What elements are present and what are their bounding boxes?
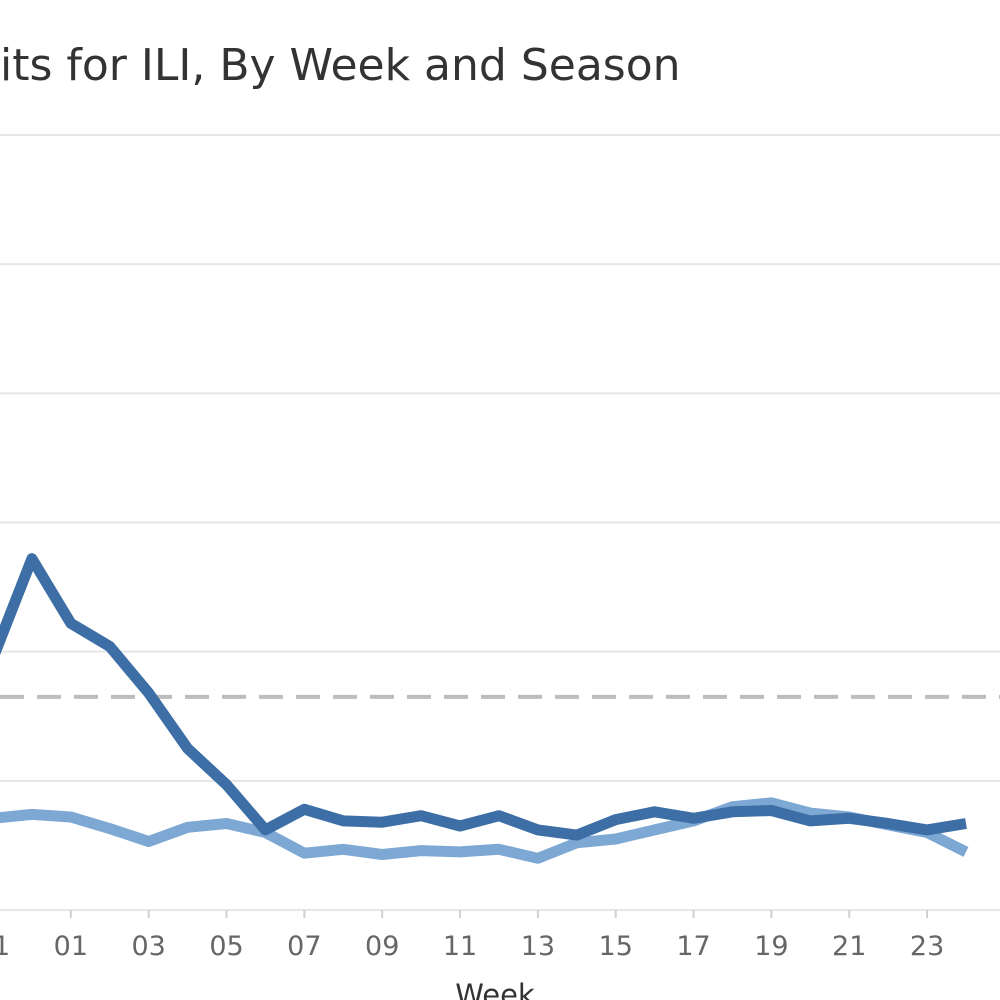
x-tick-label: 23 [910,931,944,962]
x-tick-label: 21 [832,931,866,962]
series-line [0,553,967,841]
x-tick-label: 19 [754,931,788,962]
x-tick-label: 05 [209,931,243,962]
x-tick-label: 17 [676,931,710,962]
x-tick-label: 01 [54,931,88,962]
x-tick-label: 13 [521,931,555,962]
chart-title: its for ILI, By Week and Season [0,40,681,91]
x-tick-label: 07 [287,931,321,962]
x-tick-label: 51 [0,931,10,962]
x-axis-title: Week [455,978,535,1000]
x-tick-label: 15 [599,931,633,962]
x-tick-label: 03 [132,931,166,962]
series-line [0,797,969,864]
x-tick-label: 09 [365,931,399,962]
x-tick-label: 11 [443,931,477,962]
